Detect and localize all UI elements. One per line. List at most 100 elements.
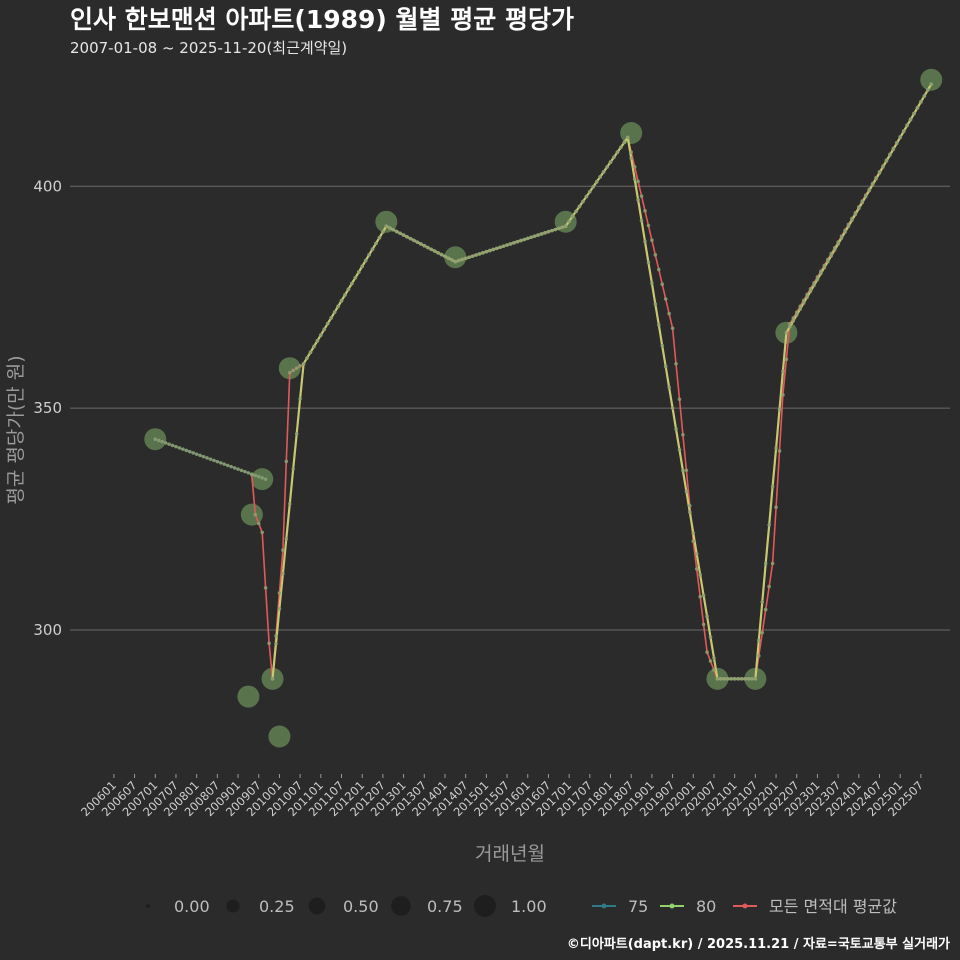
bubble-point bbox=[268, 725, 291, 748]
series-point bbox=[284, 459, 289, 464]
bubble-point bbox=[375, 210, 398, 233]
series-point bbox=[694, 567, 699, 571]
series-point bbox=[791, 316, 796, 320]
series-point bbox=[870, 182, 875, 187]
series-point bbox=[429, 247, 433, 252]
series-point bbox=[315, 339, 320, 343]
series-point bbox=[181, 447, 185, 451]
series-point bbox=[263, 586, 268, 590]
y-tick-label: 400 bbox=[33, 177, 62, 195]
series-point bbox=[650, 238, 654, 242]
series-point bbox=[588, 189, 592, 194]
series-point bbox=[346, 287, 351, 292]
series-point bbox=[205, 456, 209, 460]
series-point bbox=[656, 323, 661, 327]
series-point bbox=[412, 238, 416, 243]
series-point bbox=[191, 451, 196, 455]
series-point bbox=[781, 369, 785, 373]
series-point bbox=[415, 240, 420, 244]
series-point bbox=[874, 177, 878, 181]
series-point bbox=[474, 253, 478, 257]
series-point bbox=[698, 572, 702, 577]
series-point bbox=[698, 594, 702, 599]
series-point bbox=[577, 204, 582, 209]
series-point bbox=[839, 236, 844, 240]
series-point bbox=[777, 407, 782, 412]
legend-size-key bbox=[226, 899, 240, 913]
series-point bbox=[736, 677, 740, 681]
series-point bbox=[570, 214, 575, 219]
series-point bbox=[432, 249, 437, 253]
series-point bbox=[819, 271, 823, 276]
series-point bbox=[625, 135, 630, 140]
series-point bbox=[456, 258, 461, 263]
legend-size-key bbox=[474, 895, 496, 917]
series-point bbox=[708, 635, 713, 639]
series-point bbox=[374, 241, 378, 246]
series-point bbox=[508, 242, 513, 246]
series-point bbox=[256, 474, 261, 479]
legend-line-label: 75 bbox=[628, 897, 648, 916]
series-point bbox=[894, 141, 899, 146]
series-point bbox=[712, 668, 716, 672]
legend-line-dot bbox=[601, 903, 607, 909]
series-point bbox=[722, 677, 727, 681]
series-point bbox=[208, 457, 213, 461]
series-point bbox=[829, 253, 834, 258]
chart-title: 인사 한보맨션 아파트(1989) 월별 평균 평당가 bbox=[70, 5, 574, 34]
series-point bbox=[270, 677, 275, 681]
series-point bbox=[729, 677, 734, 681]
series-point bbox=[546, 229, 551, 234]
series-point bbox=[353, 275, 358, 280]
series-point bbox=[563, 224, 568, 228]
series-point bbox=[377, 235, 382, 240]
bubble-point bbox=[237, 685, 260, 708]
y-axis-title: 평균 평당가(만 원) bbox=[5, 355, 27, 504]
series-point bbox=[408, 236, 413, 241]
series-point bbox=[857, 206, 861, 211]
series-point bbox=[922, 94, 927, 98]
series-point bbox=[488, 248, 492, 253]
series-point bbox=[663, 297, 668, 301]
series-point bbox=[387, 226, 392, 230]
legend: 0.00 0.25 0.50 0.75 1.00 75 80 모든 면적대 평균값 bbox=[146, 895, 897, 917]
series-lines bbox=[155, 83, 933, 680]
series-point bbox=[670, 326, 675, 331]
series-point bbox=[194, 452, 199, 456]
series-point bbox=[187, 449, 192, 454]
series-point bbox=[867, 188, 871, 193]
series-point bbox=[253, 512, 258, 517]
series-point bbox=[253, 473, 258, 478]
series-point bbox=[656, 267, 661, 272]
series-point bbox=[436, 251, 440, 255]
series-point bbox=[863, 194, 868, 199]
series-point bbox=[770, 484, 775, 489]
series-point bbox=[532, 234, 537, 238]
legend-size-key bbox=[146, 904, 150, 908]
x-axis-ticks: 2006012006072007012007072008012008072009… bbox=[78, 774, 926, 819]
series-point bbox=[929, 82, 934, 86]
series-point bbox=[784, 357, 789, 362]
series-point bbox=[177, 446, 182, 450]
series-point bbox=[677, 447, 682, 452]
series-point bbox=[184, 448, 189, 453]
series-point bbox=[391, 227, 396, 232]
series-point bbox=[339, 298, 344, 303]
series-point bbox=[791, 319, 796, 323]
legend-size-key bbox=[308, 897, 326, 915]
series-point bbox=[305, 356, 309, 360]
series-point bbox=[394, 229, 399, 234]
series-point bbox=[705, 650, 709, 654]
legend-size-label: 0.50 bbox=[343, 897, 379, 916]
series-point bbox=[808, 289, 813, 294]
series-point bbox=[888, 153, 892, 157]
series-point bbox=[670, 406, 675, 410]
series-point bbox=[715, 677, 720, 681]
series-point bbox=[705, 614, 709, 619]
y-tick-label: 350 bbox=[33, 399, 62, 417]
series-point bbox=[763, 561, 768, 566]
series-point bbox=[808, 286, 813, 291]
legend-line-dot bbox=[669, 903, 675, 909]
series-point bbox=[243, 469, 247, 474]
